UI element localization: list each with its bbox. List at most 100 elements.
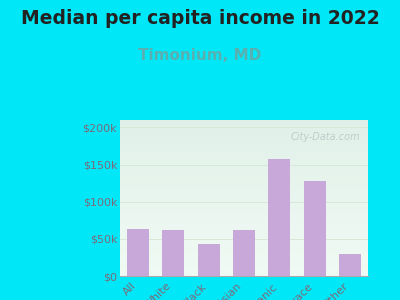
Bar xyxy=(120,230,368,231)
Bar xyxy=(120,176,368,177)
Bar xyxy=(120,196,368,197)
Bar xyxy=(127,229,149,276)
Bar xyxy=(120,270,368,271)
Bar xyxy=(120,255,368,256)
Bar xyxy=(120,151,368,152)
Bar xyxy=(120,121,368,122)
Bar xyxy=(120,211,368,212)
Bar xyxy=(120,250,368,251)
Bar xyxy=(120,141,368,142)
Bar xyxy=(120,159,368,160)
Bar xyxy=(120,220,368,221)
Bar xyxy=(120,247,368,248)
Bar xyxy=(120,238,368,239)
Bar xyxy=(120,275,368,276)
Bar xyxy=(120,143,368,144)
Bar xyxy=(120,199,368,200)
Bar xyxy=(120,254,368,255)
Bar xyxy=(120,216,368,217)
Text: City-Data.com: City-Data.com xyxy=(291,133,360,142)
Bar xyxy=(120,130,368,131)
Bar xyxy=(198,244,220,276)
Bar xyxy=(120,265,368,266)
Bar xyxy=(268,159,290,276)
Bar xyxy=(120,155,368,156)
Bar xyxy=(120,148,368,149)
Bar xyxy=(120,165,368,166)
Text: Median per capita income in 2022: Median per capita income in 2022 xyxy=(21,9,379,28)
Bar xyxy=(120,166,368,167)
Bar xyxy=(120,253,368,254)
Bar xyxy=(120,215,368,216)
Bar xyxy=(120,268,368,269)
Bar xyxy=(120,205,368,206)
Bar xyxy=(120,145,368,146)
Text: Timonium, MD: Timonium, MD xyxy=(138,48,262,63)
Bar xyxy=(120,186,368,187)
Bar xyxy=(233,230,255,276)
Bar xyxy=(120,257,368,258)
Bar xyxy=(120,228,368,229)
Bar xyxy=(120,163,368,164)
Bar xyxy=(120,128,368,129)
Bar xyxy=(120,183,368,184)
Bar xyxy=(120,241,368,242)
Bar xyxy=(120,154,368,155)
Bar xyxy=(120,124,368,125)
Bar xyxy=(120,167,368,168)
Bar xyxy=(198,244,220,276)
Bar xyxy=(120,133,368,134)
Bar xyxy=(120,229,368,230)
Bar xyxy=(120,170,368,171)
Bar xyxy=(120,206,368,207)
Bar xyxy=(120,200,368,201)
Bar xyxy=(120,137,368,138)
Bar xyxy=(339,254,361,276)
Bar xyxy=(120,267,368,268)
Bar xyxy=(120,157,368,158)
Bar xyxy=(120,222,368,223)
Bar xyxy=(120,147,368,148)
Bar xyxy=(120,142,368,143)
Bar xyxy=(120,126,368,127)
Bar xyxy=(120,259,368,260)
Bar xyxy=(120,201,368,202)
Bar xyxy=(120,234,368,235)
Bar xyxy=(120,232,368,233)
Bar xyxy=(120,263,368,264)
Bar xyxy=(120,156,368,157)
Bar xyxy=(120,139,368,140)
Bar xyxy=(120,262,368,263)
Bar xyxy=(120,134,368,135)
Bar xyxy=(120,266,368,267)
Bar xyxy=(120,245,368,246)
Bar xyxy=(162,230,184,276)
Bar xyxy=(120,184,368,185)
Bar xyxy=(120,239,368,240)
Bar xyxy=(120,214,368,215)
Bar xyxy=(120,274,368,275)
Bar xyxy=(120,217,368,218)
Bar xyxy=(120,129,368,130)
Bar xyxy=(120,212,368,213)
Bar xyxy=(120,272,368,273)
Bar xyxy=(120,269,368,270)
Bar xyxy=(120,180,368,181)
Bar xyxy=(120,185,368,186)
Bar xyxy=(120,189,368,190)
Bar xyxy=(120,135,368,136)
Bar xyxy=(120,223,368,224)
Bar xyxy=(120,244,368,245)
Bar xyxy=(120,182,368,183)
Bar xyxy=(120,209,368,210)
Bar xyxy=(120,160,368,161)
Bar xyxy=(120,132,368,133)
Bar xyxy=(120,261,368,262)
Bar xyxy=(339,254,361,276)
Bar xyxy=(120,153,368,154)
Bar xyxy=(120,158,368,159)
Bar xyxy=(120,125,368,126)
Bar xyxy=(120,149,368,150)
Bar xyxy=(120,260,368,261)
Bar xyxy=(120,144,368,145)
